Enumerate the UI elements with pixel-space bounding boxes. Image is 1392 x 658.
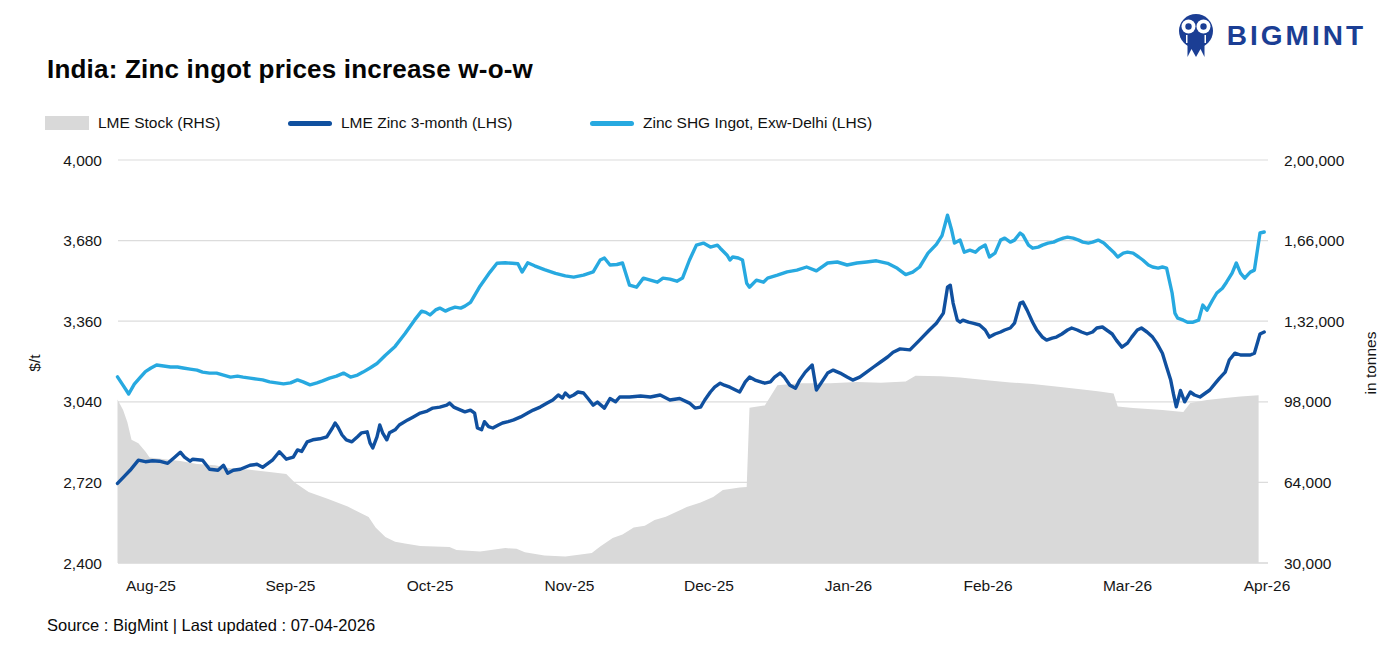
x-axis-tick: Nov-25: [545, 577, 595, 594]
x-axis-tick: Apr-26: [1244, 577, 1291, 594]
left-axis-title: $/t: [26, 354, 43, 372]
report-page: BIGMINT India: Zinc ingot prices increas…: [0, 0, 1392, 658]
right-axis-tick: 1,66,000: [1284, 232, 1345, 249]
source-note: Source : BigMint | Last updated : 07-04-…: [47, 616, 375, 635]
right-axis-tick: 98,000: [1284, 393, 1332, 410]
x-axis-tick: Feb-26: [963, 577, 1012, 594]
x-axis-tick: Oct-25: [407, 577, 454, 594]
right-axis-title: in tonnes: [1362, 331, 1379, 394]
left-axis-tick: 3,360: [63, 313, 102, 330]
right-axis-tick: 64,000: [1284, 474, 1332, 491]
left-axis-tick: 2,400: [63, 555, 102, 572]
left-axis-tick: 3,680: [63, 232, 102, 249]
x-axis-tick: Aug-25: [126, 577, 176, 594]
right-axis-tick: 2,00,000: [1284, 152, 1345, 169]
series-line-zinc-shg-ingot: [118, 215, 1265, 394]
x-axis-tick: Sep-25: [266, 577, 316, 594]
x-axis-tick: Jan-26: [825, 577, 872, 594]
x-axis-tick: Dec-25: [684, 577, 734, 594]
price-chart-svg: 2,400 30,000 2,720 64,000 3,040 98,000 3,360 1,…: [0, 0, 1392, 658]
left-axis-tick: 2,720: [63, 474, 102, 491]
right-axis-tick: 1,32,000: [1284, 313, 1345, 330]
left-axis-tick: 3,040: [63, 393, 102, 410]
chart-area: 2,400 30,000 2,720 64,000 3,040 98,000 3,360 1,…: [0, 0, 1392, 658]
x-axis-tick: Mar-26: [1103, 577, 1152, 594]
left-axis-tick: 4,000: [63, 152, 102, 169]
right-axis-tick: 30,000: [1284, 555, 1332, 572]
